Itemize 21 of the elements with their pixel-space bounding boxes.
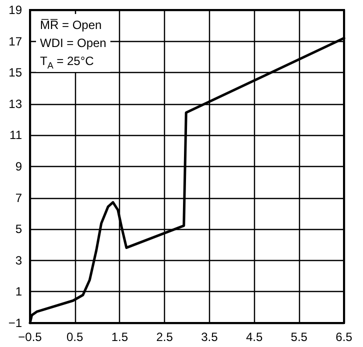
x-tick-label: 2.5: [156, 330, 174, 344]
annotation: M̅R̅ = Open: [40, 18, 102, 32]
y-tick-label: 19: [8, 3, 22, 17]
x-tick-label: 6.5: [336, 330, 353, 344]
x-tick-label: 0.5: [66, 330, 84, 344]
y-tick-label: 1: [15, 284, 22, 299]
x-tick-label: 5.5: [290, 330, 308, 344]
x-tick-label: 1.5: [111, 330, 128, 344]
x-tick-label: 3.5: [201, 330, 218, 344]
y-tick-label: −1: [8, 316, 22, 330]
annotation: WDI = Open: [40, 36, 106, 50]
y-tick-label: 11: [10, 128, 22, 142]
x-tick-label: 4.5: [246, 330, 263, 344]
y-tick-label: 15: [8, 66, 22, 80]
y-tick-label: 9: [15, 160, 22, 174]
y-tick-label: 17: [8, 34, 22, 48]
y-tick-label: 7: [15, 190, 22, 205]
y-tick-label: 13: [8, 96, 22, 111]
x-tick-label: −0.5: [18, 330, 42, 344]
y-tick-label: 3: [15, 253, 22, 268]
y-tick-label: 5: [15, 222, 22, 236]
